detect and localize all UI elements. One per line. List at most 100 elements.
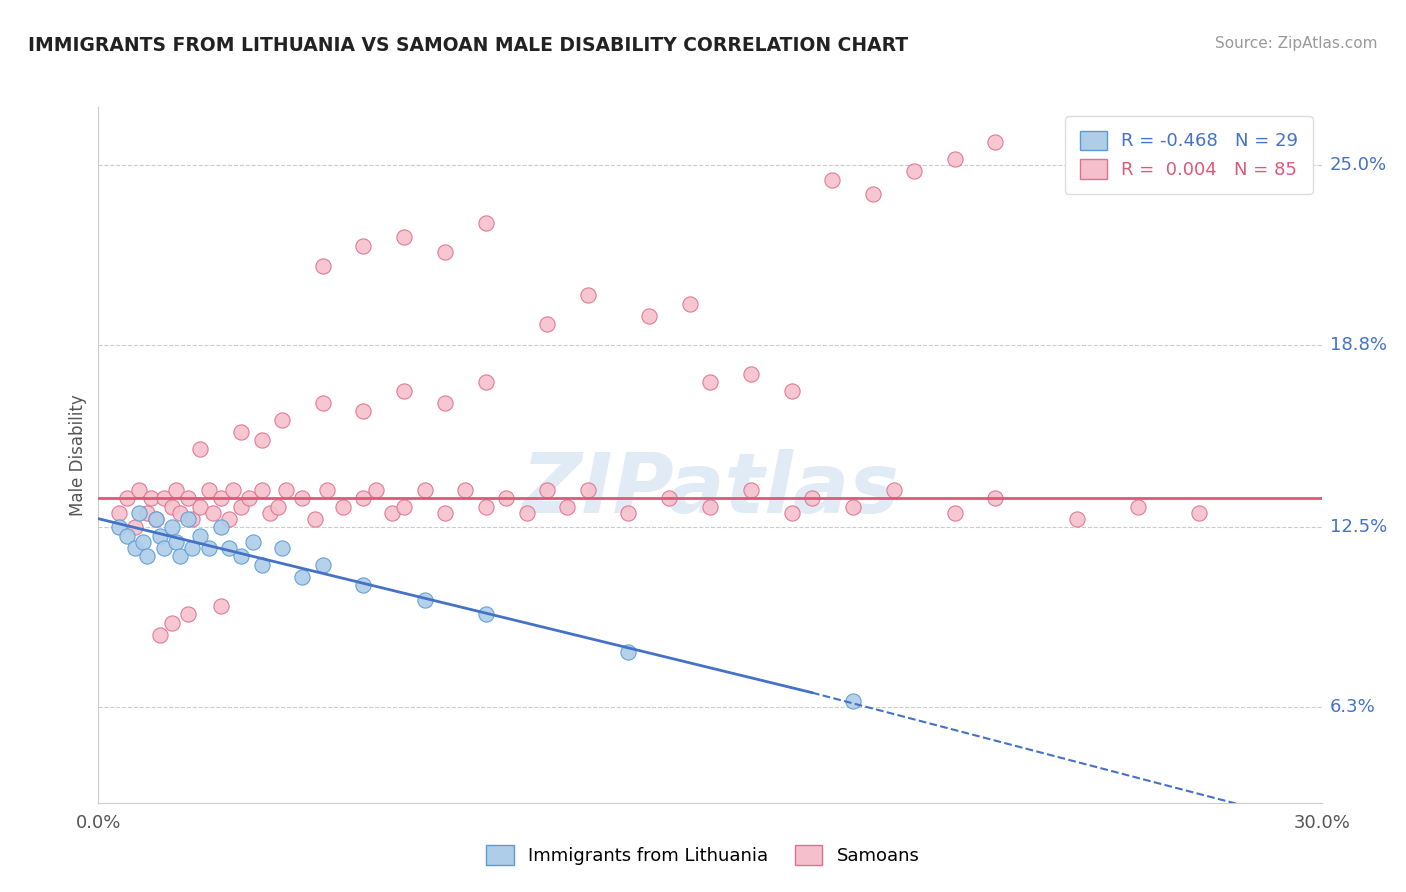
Point [699, 500, 721, 514]
Point [177, 491, 200, 506]
Point [201, 506, 224, 520]
Point [181, 541, 204, 555]
Point [145, 512, 167, 526]
Point [699, 376, 721, 390]
Point [188, 500, 212, 514]
Legend: Immigrants from Lithuania, Samoans: Immigrants from Lithuania, Samoans [478, 836, 928, 874]
Point [617, 506, 640, 520]
Point [177, 512, 200, 526]
Point [740, 367, 762, 381]
Point [883, 483, 905, 497]
Point [821, 172, 844, 186]
Point [352, 578, 374, 592]
Text: 12.5%: 12.5% [1330, 518, 1388, 536]
Point [364, 483, 387, 497]
Point [658, 491, 681, 506]
Point [197, 541, 219, 555]
Point [274, 483, 297, 497]
Point [188, 442, 212, 457]
Point [1128, 500, 1150, 514]
Point [209, 520, 232, 534]
Point [136, 549, 159, 564]
Point [780, 384, 803, 399]
Text: 6.3%: 6.3% [1330, 698, 1375, 716]
Point [124, 520, 146, 534]
Point [984, 491, 1007, 506]
Point [617, 645, 640, 659]
Point [132, 535, 155, 549]
Point [115, 491, 138, 506]
Point [238, 491, 260, 506]
Point [555, 500, 579, 514]
Point [943, 153, 966, 167]
Point [250, 483, 273, 497]
Point [315, 483, 337, 497]
Point [209, 491, 232, 506]
Point [145, 512, 167, 526]
Point [115, 529, 138, 543]
Point [392, 384, 416, 399]
Text: 18.8%: 18.8% [1330, 335, 1386, 354]
Point [209, 599, 232, 613]
Point [270, 413, 294, 427]
Point [124, 541, 146, 555]
Point [259, 506, 281, 520]
Point [169, 549, 191, 564]
Point [149, 628, 172, 642]
Point [177, 607, 200, 622]
Text: Source: ZipAtlas.com: Source: ZipAtlas.com [1215, 36, 1378, 51]
Point [943, 506, 966, 520]
Point [474, 376, 498, 390]
Point [197, 483, 219, 497]
Point [108, 506, 131, 520]
Point [222, 483, 245, 497]
Point [270, 541, 294, 555]
Point [231, 549, 253, 564]
Point [434, 396, 457, 410]
Point [108, 520, 131, 534]
Point [149, 529, 172, 543]
Point [231, 425, 253, 439]
Point [984, 135, 1007, 149]
Point [128, 506, 150, 520]
Point [740, 483, 762, 497]
Point [181, 512, 204, 526]
Point [780, 506, 803, 520]
Point [160, 500, 183, 514]
Point [250, 558, 273, 573]
Point [231, 500, 253, 514]
Text: 25.0%: 25.0% [1330, 156, 1388, 174]
Point [291, 491, 314, 506]
Point [242, 535, 264, 549]
Point [841, 694, 863, 708]
Point [1066, 512, 1088, 526]
Point [474, 607, 498, 622]
Point [218, 512, 240, 526]
Point [454, 483, 477, 497]
Point [576, 288, 599, 302]
Point [903, 164, 925, 178]
Point [218, 541, 240, 555]
Point [128, 483, 150, 497]
Point [413, 592, 436, 607]
Point [381, 506, 404, 520]
Point [841, 500, 863, 514]
Point [862, 187, 884, 202]
Point [250, 434, 273, 448]
Point [474, 500, 498, 514]
Point [392, 500, 416, 514]
Point [169, 506, 191, 520]
Point [304, 512, 326, 526]
Point [352, 239, 374, 253]
Point [160, 520, 183, 534]
Point [536, 483, 558, 497]
Point [637, 309, 661, 323]
Point [152, 541, 174, 555]
Text: ZIPatlas: ZIPatlas [522, 450, 898, 530]
Point [1188, 506, 1211, 520]
Text: IMMIGRANTS FROM LITHUANIA VS SAMOAN MALE DISABILITY CORRELATION CHART: IMMIGRANTS FROM LITHUANIA VS SAMOAN MALE… [28, 36, 908, 54]
Point [474, 216, 498, 230]
Point [536, 318, 558, 332]
Point [160, 615, 183, 630]
Point [267, 500, 290, 514]
